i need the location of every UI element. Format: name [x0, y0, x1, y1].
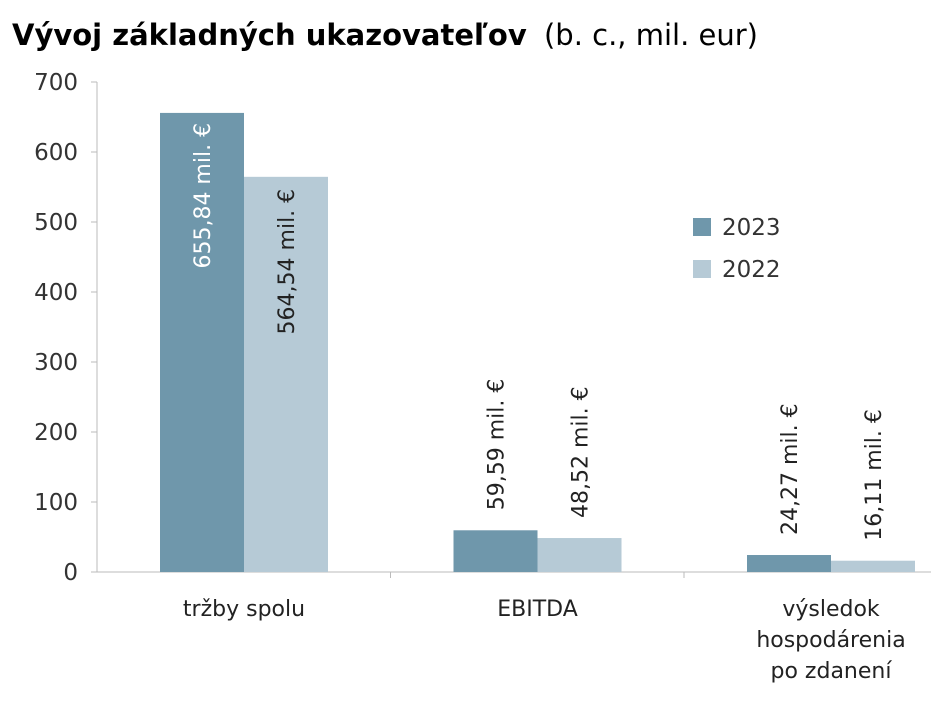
y-tick-label: 500 — [34, 210, 78, 236]
category-labels: tržby spolu EBITDA výsledok hospodárenia po … — [183, 597, 906, 684]
bar-labels: 655,84 mil. € 564,54 mil. € 59,59 mil. € 48… — [191, 123, 887, 541]
y-tick-label: 0 — [63, 560, 78, 586]
y-tick-label: 100 — [34, 490, 78, 516]
y-tick-label: 400 — [34, 280, 78, 306]
bar-2023-0 — [160, 112, 244, 573]
bar-value-label: 564,54 mil. € — [275, 189, 300, 335]
bar-value-label: 655,84 mil. € — [191, 123, 216, 269]
legend: 2023 2022 — [693, 215, 781, 283]
bar-2023-1 — [453, 530, 538, 572]
bar-value-label: 48,52 mil. € — [569, 386, 594, 518]
x-category-label: EBITDA — [497, 597, 578, 622]
y-tick-label: 600 — [34, 140, 78, 166]
bar-value-label: 16,11 mil. € — [862, 409, 887, 541]
chart-subtitle: (b. c., mil. eur) — [544, 18, 758, 52]
bar-value-label: 59,59 mil. € — [485, 379, 510, 511]
x-category-label: tržby spolu — [183, 597, 305, 622]
x-category-label-line: výsledok — [782, 597, 880, 622]
x-category-label-line: po zdanení — [771, 659, 893, 684]
x-category-label-line: EBITDA — [497, 597, 578, 622]
axes: 0 100 200 300 400 500 600 700 — [34, 70, 931, 586]
legend-label-2023: 2023 — [722, 215, 781, 241]
bar-2022-2 — [831, 560, 915, 572]
y-tick-label: 200 — [34, 420, 78, 446]
chart-title: Vývoj základných ukazovateľov (b. c., mi… — [12, 18, 758, 52]
chart-title-main: Vývoj základných ukazovateľov — [12, 18, 527, 52]
bar-2022-0 — [244, 176, 328, 572]
bar-2022-1 — [537, 538, 622, 572]
legend-label-2022: 2022 — [722, 257, 781, 283]
y-tick-label: 300 — [34, 350, 78, 376]
y-tick-label: 700 — [34, 70, 78, 96]
x-category-label-line: hospodárenia — [756, 628, 905, 653]
bar-value-label: 24,27 mil. € — [778, 403, 803, 535]
x-category-label: výsledok hospodárenia po zdanení — [756, 597, 905, 684]
x-category-label-line: tržby spolu — [183, 597, 305, 622]
legend-swatch-2022 — [693, 260, 711, 278]
bar-2023-2 — [747, 555, 831, 572]
bars — [160, 112, 915, 573]
legend-swatch-2023 — [693, 218, 711, 236]
